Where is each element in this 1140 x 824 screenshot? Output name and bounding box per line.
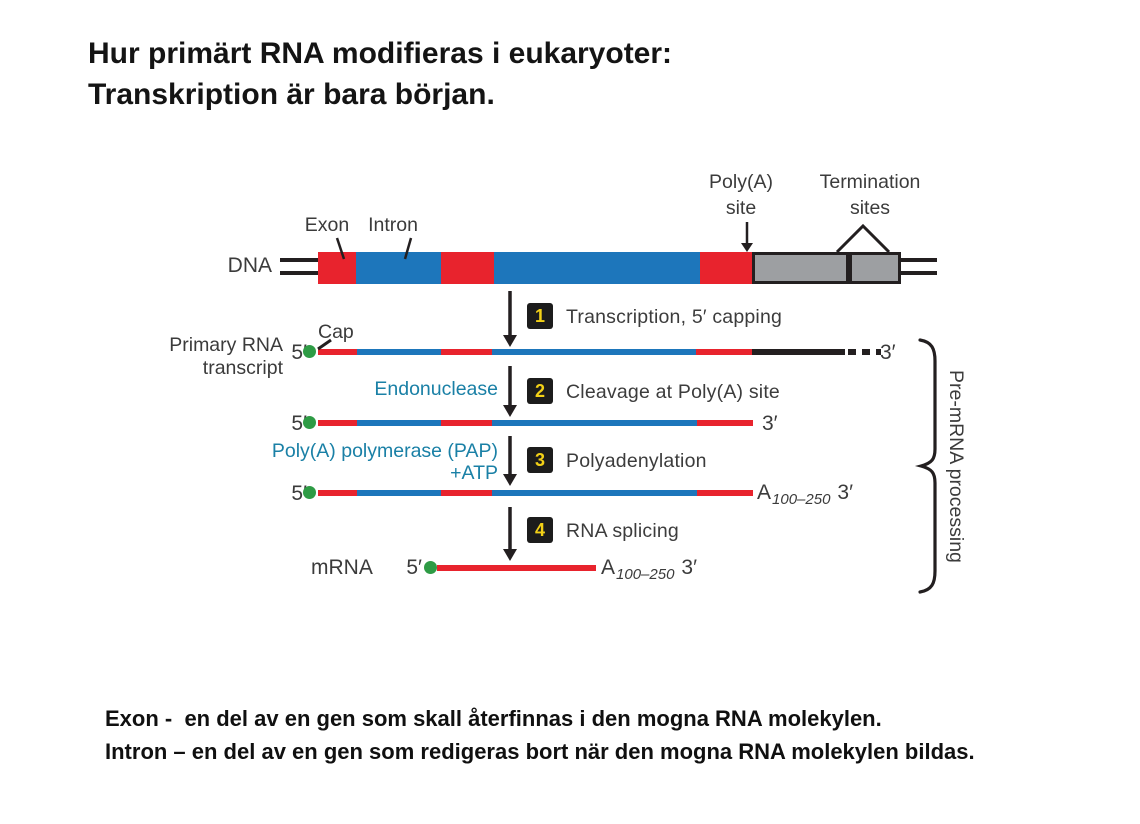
intron-segment (357, 490, 441, 496)
step-3-arrow-head (503, 474, 517, 486)
polya-site-label-line1: Poly(A) (709, 171, 773, 193)
mrna-3-prime-label: 3′ (681, 556, 698, 579)
poly-a-tail-label: A100–250 3′ (757, 481, 854, 508)
mrna-label: mRNA (311, 556, 373, 579)
spliced-exons-segment (437, 565, 596, 571)
primary-3-prime-label: 3′ (880, 341, 896, 364)
tail-a: A (757, 481, 772, 504)
polyadenylated-rna-line (0, 490, 1140, 496)
cap-label: Cap (318, 321, 354, 343)
cleaved-3-prime-label: 3′ (762, 412, 778, 435)
footnote-exon: Exon - en del av en gen som skall återfi… (105, 706, 882, 731)
step-1-label: Transcription, 5′ capping (566, 306, 783, 328)
exon-segment (318, 490, 357, 496)
termination-sites-label-line2: sites (849, 197, 891, 219)
intron-segment (494, 252, 700, 284)
step-3-label: Polyadenylation (566, 450, 707, 472)
step-1-badge: 1 (527, 303, 553, 329)
termination-sites-label-line1: Termination (819, 171, 921, 193)
exon-segment (697, 420, 753, 426)
step-1-arrow-head (503, 335, 517, 347)
5-prime-cap-dot (424, 561, 437, 574)
downstream-region-segment (752, 252, 849, 284)
step-1-number: 1 (534, 305, 545, 326)
mrna-poly-a-tail-label: A100–250 3′ (601, 556, 698, 583)
exon-segment (441, 420, 492, 426)
5-prime-cap-dot (303, 416, 316, 429)
polya-site-label: Poly(A) site (690, 169, 792, 221)
pre-mrna-processing-brace (914, 338, 937, 594)
5-prime-cap-dot (303, 486, 316, 499)
exon-segment (700, 252, 752, 284)
intron-segment (357, 349, 441, 355)
uncleaved-3-end-segment (752, 349, 845, 355)
dna-strand-line (280, 271, 318, 275)
dna-strand-line (280, 258, 318, 262)
dna-gene-bar (0, 252, 1140, 284)
continuing-transcript-dashes-segment (848, 349, 881, 355)
step-3-badge: 3 (527, 447, 553, 473)
mrna-5-prime-label: 5′ (406, 556, 422, 579)
intron-label: Intron (368, 214, 418, 236)
termination-sites-caret (835, 223, 891, 254)
pap-label-line2: +ATP (450, 462, 498, 484)
slide-title-line2: Transkription är bara början. (88, 78, 495, 111)
primary-transcript-line (0, 349, 1140, 355)
exon-segment (318, 252, 356, 284)
dna-label: DNA (227, 254, 272, 277)
primary-5-prime-label: 5′ (291, 341, 307, 364)
cleaved-rna-line (0, 420, 1140, 426)
slide-title-line1: Hur primärt RNA modifieras i eukaryoter: (88, 37, 673, 70)
step-2-arrow-head (503, 405, 517, 417)
tail-subscript: 100–250 (772, 491, 831, 508)
step-4-badge: 4 (527, 517, 553, 543)
dna-strand-line (901, 271, 937, 275)
intron-segment (492, 420, 697, 426)
tail-subscript: 100–250 (616, 566, 675, 583)
mrna-line (0, 565, 1140, 571)
pre-mrna-processing-label: Pre-mRNA processing (945, 370, 967, 563)
tailed-3-prime-label: 3′ (837, 481, 854, 504)
exon-segment (318, 349, 357, 355)
polya-site-label-line2: site (725, 197, 757, 219)
slide-title: Hur primärt RNA modifieras i eukaryoter:… (88, 33, 672, 115)
step-2-badge: 2 (527, 378, 553, 404)
tail-a: A (601, 556, 616, 579)
exon-segment (318, 420, 357, 426)
intron-segment (357, 420, 441, 426)
step-2-label: Cleavage at Poly(A) site (566, 381, 780, 403)
pap-label-line1: Poly(A) polymerase (PAP) (271, 440, 498, 462)
tailed-5-prime-label: 5′ (291, 482, 307, 505)
endonuclease-label: Endonuclease (374, 378, 498, 400)
exon-segment (441, 490, 492, 496)
footnote-intron: Intron – en del av en gen som redigeras … (105, 739, 975, 764)
intron-segment (492, 349, 696, 355)
cleaved-5-prime-label: 5′ (291, 412, 307, 435)
downstream-region-segment (849, 252, 901, 284)
primary-transcript-label: Primary RNA transcript (118, 334, 283, 380)
intron-segment (356, 252, 441, 284)
exon-segment (441, 349, 492, 355)
step-4-label: RNA splicing (566, 520, 679, 542)
step-3-number: 3 (534, 449, 545, 470)
termination-sites-label: Termination sites (792, 169, 948, 221)
step-4-number: 4 (534, 519, 545, 540)
exon-segment (441, 252, 494, 284)
5-prime-cap-dot (303, 345, 316, 358)
polya-site-arrow-head (741, 243, 753, 252)
dna-strand-line (901, 258, 937, 262)
primary-transcript-label-line1: Primary RNA (169, 334, 283, 356)
step-2-number: 2 (534, 380, 545, 401)
exon-segment (696, 349, 752, 355)
primary-transcript-label-line2: transcript (202, 357, 283, 379)
exon-segment (697, 490, 753, 496)
intron-segment (492, 490, 697, 496)
step-4-arrow-head (503, 549, 517, 561)
exon-label: Exon (304, 214, 350, 236)
